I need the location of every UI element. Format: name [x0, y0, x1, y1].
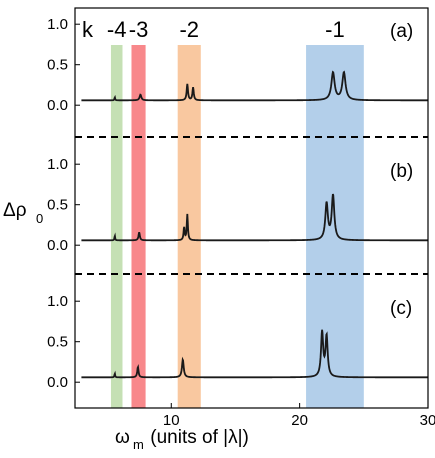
- band-label-1: -3: [129, 17, 149, 42]
- x-axis-title-rest: (units of |λ|): [145, 427, 249, 448]
- x-tick-label-1: 20: [291, 412, 308, 429]
- plot-border: [74, 7, 429, 409]
- band-0: [110, 45, 123, 408]
- series-line-0: [81, 70, 428, 102]
- band-label-0: -4: [107, 17, 127, 42]
- band-label-2: -2: [179, 17, 199, 42]
- panel-label-2: (c): [390, 298, 412, 319]
- panel-2: 0.0 0.5 1.0 (c): [47, 293, 428, 391]
- y-tick-label-2-0: 0.0: [47, 374, 68, 391]
- panel-label-0: (a): [390, 21, 413, 42]
- series-line-2: [81, 329, 428, 379]
- panel-0: 0.0 0.5 1.0 (a): [47, 16, 428, 114]
- y-tick-label-2-2: 1.0: [47, 293, 68, 310]
- y-tick-label-0-2: 1.0: [47, 16, 68, 33]
- panel-label-1: (b): [390, 161, 413, 182]
- x-tick-label-0: 10: [163, 412, 180, 429]
- panel-1: 0.0 0.5 1.0 (b): [47, 156, 428, 254]
- plot-frame: 10 20 30: [74, 7, 435, 429]
- y-tick-label-0-0: 0.0: [47, 97, 68, 114]
- panels: 0.0 0.5 1.0 (a) 0.0 0.5 1.0 (b) 0.0 0.5 1.0 (c): [47, 16, 428, 391]
- y-tick-label-0-1: 0.5: [47, 57, 68, 74]
- band-label-3: -1: [325, 17, 345, 42]
- x-axis-title: ω m (units of |λ|): [115, 427, 249, 452]
- y-tick-label-1-2: 1.0: [47, 156, 68, 173]
- y-tick-label-2-1: 0.5: [47, 334, 68, 351]
- y-tick-label-1-1: 0.5: [47, 197, 68, 214]
- x-tick-label-2: 30: [420, 412, 435, 429]
- series-line-1: [81, 193, 428, 242]
- k-label: k: [82, 17, 94, 42]
- band-1: [131, 45, 146, 408]
- y-axis-title-main: Δρ: [3, 200, 27, 221]
- band-2: [177, 45, 201, 408]
- x-axis-title-sub: m: [133, 437, 144, 452]
- y-axis-title: Δρ 0: [3, 200, 43, 226]
- x-axis-title-main: ω: [115, 427, 130, 448]
- y-axis-title-sub: 0: [36, 211, 43, 226]
- labels: k Δρ 0 ω m (units of |λ|): [3, 17, 249, 452]
- y-tick-label-1-0: 0.0: [47, 237, 68, 254]
